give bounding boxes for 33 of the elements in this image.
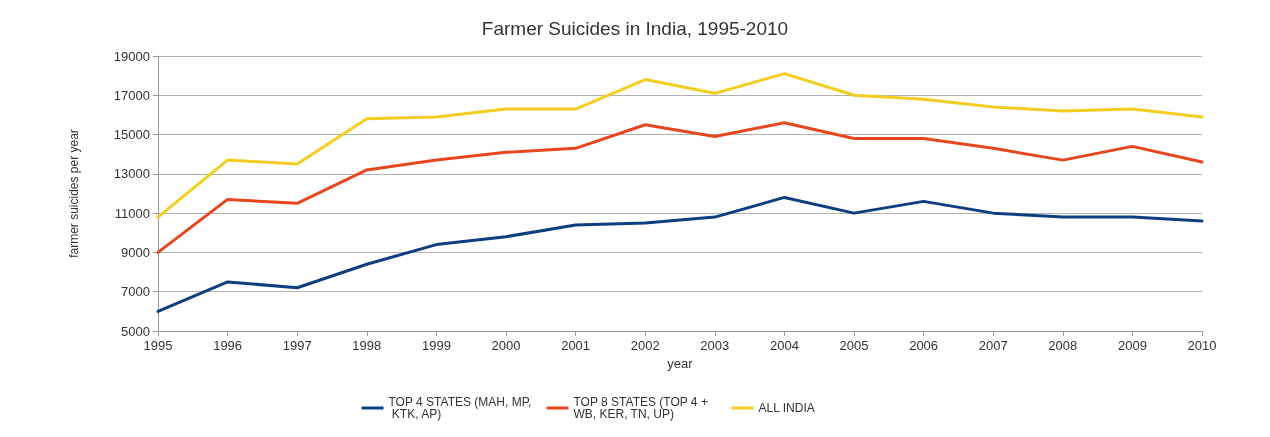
x-tick-label: 1995 (143, 338, 173, 353)
x-tick-label: 2005 (839, 338, 869, 353)
x-tick-label: 2006 (909, 338, 939, 353)
x-tick-label: 2004 (769, 338, 799, 353)
x-tick-label: 1999 (421, 338, 451, 353)
x-tick-label: 2008 (1048, 338, 1078, 353)
x-tick-label: 2000 (491, 338, 521, 353)
x-tick-label: 2010 (1187, 338, 1217, 353)
y-tick-label: 5000 (121, 323, 150, 339)
x-tick-label: 2007 (978, 338, 1008, 353)
y-tick-label: 13000 (113, 166, 150, 182)
y-tick-label: 7000 (121, 284, 150, 300)
y-tick-label: 17000 (113, 87, 150, 103)
line-series (156, 121, 1204, 254)
x-axis-title: year (667, 356, 694, 371)
y-tick-label: 19000 (113, 48, 150, 64)
x-tick-label: 2001 (561, 338, 591, 353)
line-series (156, 195, 1204, 313)
y-tick-label: 15000 (113, 127, 150, 143)
y-tick-label: 11000 (114, 205, 150, 221)
line-series (156, 72, 1204, 219)
x-tick-label: 2002 (630, 338, 660, 353)
x-tick-label: 1998 (352, 338, 382, 353)
x-tick-label: 1996 (213, 338, 243, 353)
chart-title: Farmer Suicides in India, 1995-2010 (481, 18, 789, 39)
legend-label: ALL INDIA (758, 401, 815, 415)
x-tick-label: 2003 (700, 338, 730, 353)
x-tick-label: 2009 (1117, 338, 1147, 353)
legend-label: TOP 8 STATES (TOP 4 + WB, KER, TN, UP) (573, 395, 712, 421)
y-axis-title: farmer suicides per year (67, 129, 81, 258)
y-tick-label: 9000 (121, 244, 150, 260)
legend-label: TOP 4 STATES (MAH, MP, KTK, AP) (388, 395, 532, 421)
x-tick-label: 1997 (282, 338, 312, 353)
